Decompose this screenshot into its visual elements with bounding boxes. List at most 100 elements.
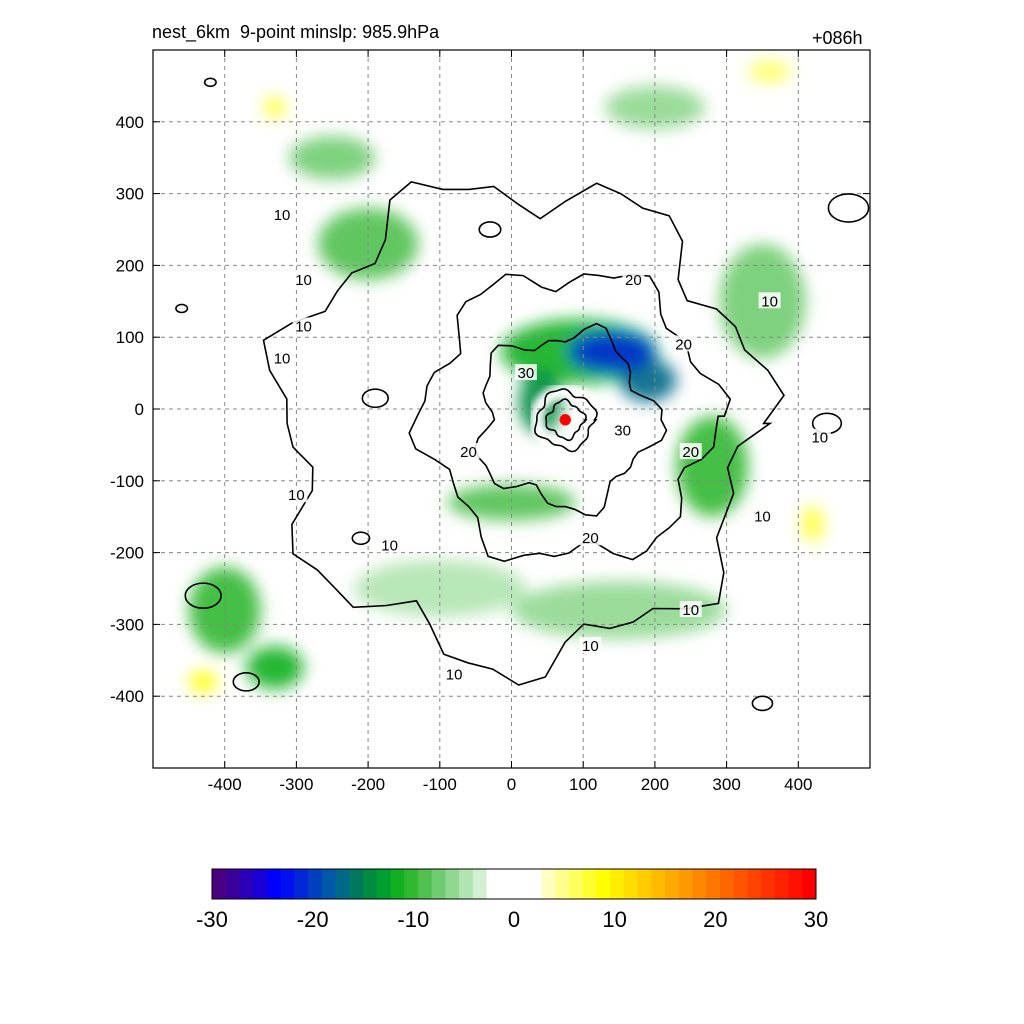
contour-label-bg: [271, 349, 294, 366]
colorbar-swatch: [376, 869, 391, 899]
contour-label-bg: [579, 636, 602, 653]
colorbar-swatch: [445, 869, 460, 899]
colorbar-swatch: [761, 869, 776, 899]
field-feature-3: [748, 60, 792, 83]
y-tick-label: 400: [116, 113, 144, 132]
x-tick-label: -300: [279, 775, 313, 794]
colorbar-swatch: [582, 869, 597, 899]
colorbar-tick-label: -20: [297, 907, 329, 932]
contour-label: 10: [446, 667, 463, 684]
colorbar-swatch: [733, 869, 748, 899]
colorbar-tick-label: -10: [397, 907, 429, 932]
colorbar-swatch: [404, 869, 419, 899]
contour-label-bg: [672, 335, 695, 352]
contour-label: 10: [582, 638, 599, 655]
contour-label-bg: [751, 507, 774, 524]
contour-label-bg: [285, 486, 308, 503]
colorbar-swatch: [431, 869, 446, 899]
colorbar-tick-label: 0: [508, 907, 520, 932]
x-tick-label: 400: [784, 775, 812, 794]
contour-label-bg: [679, 601, 702, 618]
x-tick-label: -200: [351, 775, 385, 794]
storm-center-marker: [560, 414, 571, 425]
contour-label: 10: [381, 537, 398, 554]
contour-small-8: [184, 582, 222, 610]
colorbar-swatch: [747, 869, 762, 899]
contour-label-bg: [378, 536, 401, 553]
colorbar-swatch: [225, 869, 240, 899]
contour-small-2: [175, 303, 189, 314]
contour-label: 10: [682, 602, 699, 619]
colorbar-swatch: [692, 869, 707, 899]
contour-small-6: [361, 388, 389, 409]
colorbar: -30 -20 -10 0 10 20 30: [196, 868, 828, 932]
contour-20-1: [408, 273, 732, 563]
contour-label-bg: [457, 443, 480, 460]
colorbar-swatch: [555, 869, 570, 899]
colorbar-swatch: [678, 869, 693, 899]
contour-label: 10: [295, 272, 312, 289]
x-tick-label: 300: [712, 775, 740, 794]
contour-label: 20: [682, 444, 699, 461]
colorbar-swatch: [472, 869, 488, 899]
contour-label: 30: [517, 365, 534, 382]
colorbar-swatch: [349, 869, 364, 899]
contour-10-0: [262, 181, 785, 686]
colorbar-swatch: [335, 869, 350, 899]
field-feature-11: [676, 416, 749, 517]
contour-label-bg: [679, 443, 702, 460]
y-tick-label: -300: [110, 615, 144, 634]
shaded-field: [153, 50, 870, 768]
colorbar-swatch: [802, 869, 817, 899]
colorbar-swatch: [321, 869, 337, 899]
contour-small-4: [751, 695, 774, 712]
field-feature-7: [801, 505, 824, 542]
contour-small-0: [203, 77, 217, 88]
colorbar-swatch: [596, 869, 611, 899]
colorbar-swatch: [390, 869, 405, 899]
contour-label: 10: [811, 430, 828, 447]
colorbar-tick-label: -30: [196, 907, 228, 932]
colorbar-swatch: [417, 869, 433, 899]
contour-label-bg: [514, 364, 537, 381]
field-feature-6: [289, 136, 376, 180]
colorbar-swatch: [459, 869, 474, 899]
contour-label-bg: [292, 270, 315, 287]
x-tick-label: -400: [208, 775, 242, 794]
colorbar-swatch: [637, 869, 652, 899]
contour-label: 10: [274, 351, 291, 368]
contour-label: 10: [288, 487, 305, 504]
colorbar-swatch: [486, 869, 501, 899]
plot-title: nest_6km 9-point minslp: 985.9hPa: [152, 22, 440, 42]
axis-ticks: -400 -300 -200 -100 0 100 200 300 40040030020010…: [110, 50, 870, 794]
contour-label: 20: [625, 272, 642, 289]
colorbar-swatch: [514, 869, 529, 899]
contour-label: 20: [582, 530, 599, 547]
y-tick-label: 100: [116, 328, 144, 347]
contour-label: 30: [614, 423, 631, 440]
colorbar-swatch: [665, 869, 680, 899]
colorbar-swatch: [719, 869, 735, 899]
colorbar-swatch: [294, 869, 309, 899]
contour-label: 10: [761, 293, 778, 310]
contour-label-bg: [611, 421, 634, 438]
contour-30-3: [533, 388, 598, 453]
contour-small-1: [827, 193, 870, 223]
contour-small-9: [478, 221, 502, 238]
colorbar-border: [211, 868, 817, 900]
contour-small-5: [351, 531, 371, 546]
colorbar-tick-label: 20: [703, 907, 727, 932]
field-soft-group: [188, 60, 824, 693]
colorbar-swatch: [363, 869, 378, 899]
colorbar-swatch: [610, 869, 625, 899]
colorbar-tick-label: 30: [804, 907, 828, 932]
field-feature-14: [246, 645, 304, 689]
contour-label: 10: [295, 318, 312, 335]
y-tick-label: -400: [110, 687, 144, 706]
field-feature-1: [511, 581, 727, 639]
contour-label: 20: [460, 444, 477, 461]
colorbar-swatch: [774, 869, 790, 899]
